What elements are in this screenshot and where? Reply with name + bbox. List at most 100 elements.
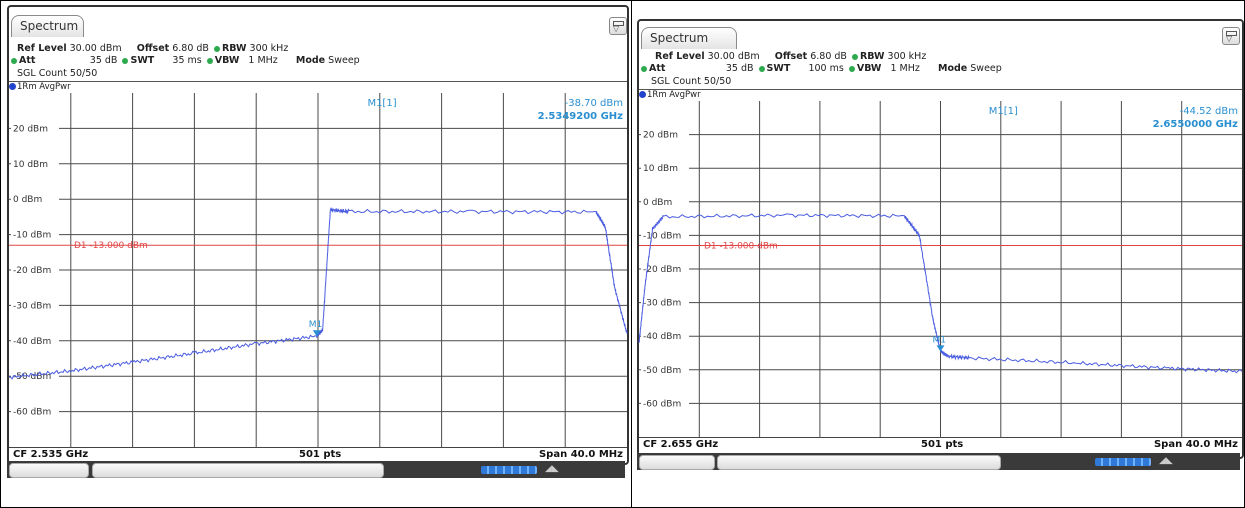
rbw-label: RBW xyxy=(221,43,247,54)
tick-label-background xyxy=(11,370,59,382)
spectrum-plot: 20 dBm 10 dBm 0 dBm -10 dBm -20 dBm -30 dBm -4… xyxy=(8,93,628,447)
spectrum-tab-label: Spectrum xyxy=(650,31,709,45)
trace-dot-icon xyxy=(9,83,16,90)
status-field-1[interactable] xyxy=(9,463,89,478)
tick-label-background xyxy=(641,229,689,241)
swt-label: SWT xyxy=(766,63,791,74)
sweep-points: 501 pts xyxy=(921,439,964,450)
swt-label: SWT xyxy=(130,55,155,66)
status-field-2[interactable] xyxy=(92,463,384,478)
tick-label-background xyxy=(11,264,59,275)
tick-label-background xyxy=(641,397,689,409)
span-value: Span 40.0 MHz xyxy=(538,449,623,460)
y-tick-label: -60 dBm xyxy=(643,399,681,409)
y-tick-label: 10 dBm xyxy=(643,164,678,174)
y-tick-label: -20 dBm xyxy=(643,265,681,275)
spectrum-panel-right: Spectrum Ref Level 30.00 dBm Offset 6.80… xyxy=(632,0,1245,508)
ref-level-label: Ref Level xyxy=(17,43,67,54)
status-icon: ◢◣ xyxy=(545,464,559,474)
marker-m1-tag: M1 xyxy=(309,320,323,330)
rbw-value: 300 kHz xyxy=(249,43,289,54)
marker-m1-triangle xyxy=(936,345,945,352)
vbw-value: 1 MHz xyxy=(890,63,920,74)
spectrum-tab[interactable]: Spectrum xyxy=(641,27,737,49)
y-tick-label: 10 dBm xyxy=(13,160,48,170)
settings-row-2: Att 35 dB SWT 100 ms VBW 1 MHz Mode Swee… xyxy=(639,63,1002,74)
y-tick-label: -30 dBm xyxy=(13,301,51,311)
vbw-label: VBW xyxy=(856,63,882,74)
tick-label-background xyxy=(641,363,689,375)
marker-readout-label: M1[1] xyxy=(989,106,1018,117)
display-line-label: D1 -13.000 dBm xyxy=(704,241,778,251)
status-bar: ◢◣ xyxy=(637,453,1240,470)
spectrum-window: Spectrum Ref Level 30.00 dBm Offset 6.80… xyxy=(7,5,629,465)
tick-label-background xyxy=(11,193,59,205)
offset-value: 6.80 dB xyxy=(810,51,847,62)
plot-footer: CF 2.535 GHz 501 pts Span 40.0 MHz xyxy=(9,447,627,462)
marker-m1-triangle xyxy=(312,330,321,337)
menu-icon[interactable] xyxy=(1222,27,1240,45)
trace-label: 1Rm AvgPwr xyxy=(647,90,701,100)
status-field-1[interactable] xyxy=(639,455,715,470)
tick-label-background xyxy=(11,405,59,417)
tick-label-background xyxy=(641,162,689,174)
plot-footer: CF 2.655 GHz 501 pts Span 40.0 MHz xyxy=(639,437,1242,452)
center-frequency: CF 2.655 GHz xyxy=(643,439,719,450)
y-tick-label: -60 dBm xyxy=(13,408,51,418)
offset-label: Offset xyxy=(774,51,808,62)
vbw-label: VBW xyxy=(214,55,240,66)
trace-label: 1Rm AvgPwr xyxy=(17,82,71,92)
offset-label: Offset xyxy=(136,43,170,54)
y-tick-label: -10 dBm xyxy=(643,231,681,241)
sgl-count: SGL Count 50/50 xyxy=(651,76,732,87)
settings-row-1: Ref Level 30.00 dBm Offset 6.80 dB RBW 3… xyxy=(17,43,288,54)
mode-value: Sweep xyxy=(328,55,360,66)
trace-line xyxy=(8,206,628,380)
tick-label-background xyxy=(11,122,59,134)
y-tick-label: 20 dBm xyxy=(13,124,48,134)
rbw-indicator-icon xyxy=(851,53,858,60)
mode-label: Mode xyxy=(938,63,968,74)
settings-row-1: Ref Level 30.00 dBm Offset 6.80 dB RBW 3… xyxy=(655,51,926,62)
y-tick-label: -40 dBm xyxy=(643,332,681,342)
marker-readout-frequency: 2.6550000 GHz xyxy=(1153,119,1239,130)
tick-label-background xyxy=(641,330,689,342)
menu-icon[interactable] xyxy=(609,17,627,35)
tick-label-background xyxy=(11,228,59,240)
status-bar: ◢◣ xyxy=(7,461,625,478)
y-tick-label: -40 dBm xyxy=(13,337,51,347)
swt-indicator-icon xyxy=(758,65,765,72)
settings-row-2: Att 35 dB SWT 35 ms VBW 1 MHz Mode Sweep xyxy=(9,55,360,66)
sweep-points: 501 pts xyxy=(299,449,342,460)
att-value: 35 dB xyxy=(89,55,118,66)
att-indicator-icon xyxy=(641,65,647,72)
mode-value: Sweep xyxy=(970,63,1002,74)
sgl-count: SGL Count 50/50 xyxy=(17,68,98,79)
spectrum-window: Spectrum Ref Level 30.00 dBm Offset 6.80… xyxy=(637,19,1244,459)
y-tick-label: -10 dBm xyxy=(13,231,51,241)
tick-label-background xyxy=(11,157,59,169)
mode-label: Mode xyxy=(295,55,326,66)
trace-line xyxy=(638,213,1243,374)
vbw-value: 1 MHz xyxy=(248,55,278,66)
marker-readout-level: -44.52 dBm xyxy=(1180,106,1238,117)
y-tick-label: -50 dBm xyxy=(643,366,681,376)
marker-readout-frequency: 2.5349200 GHz xyxy=(538,111,624,122)
tick-label-background xyxy=(641,128,689,140)
rbw-value: 300 kHz xyxy=(887,51,927,62)
spectrum-panel-left: Spectrum Ref Level 30.00 dBm Offset 6.80… xyxy=(0,0,632,508)
status-icon: ◢◣ xyxy=(1159,456,1173,466)
marker-m1-tag: M1 xyxy=(933,335,947,345)
spectrum-tab[interactable]: Spectrum xyxy=(11,15,84,37)
marker-readout-label: M1[1] xyxy=(367,98,396,109)
status-field-2[interactable] xyxy=(717,455,1001,470)
vbw-indicator-icon xyxy=(206,57,213,64)
ref-level-value: 30.00 dBm xyxy=(707,51,760,62)
tick-label-background xyxy=(11,299,59,311)
y-tick-label: -30 dBm xyxy=(643,299,681,309)
swt-value: 35 ms xyxy=(172,55,202,66)
trace-dot-icon xyxy=(639,91,646,98)
swt-indicator-icon xyxy=(122,57,129,64)
tick-label-background xyxy=(11,334,59,346)
span-value: Span 40.0 MHz xyxy=(1153,439,1238,450)
